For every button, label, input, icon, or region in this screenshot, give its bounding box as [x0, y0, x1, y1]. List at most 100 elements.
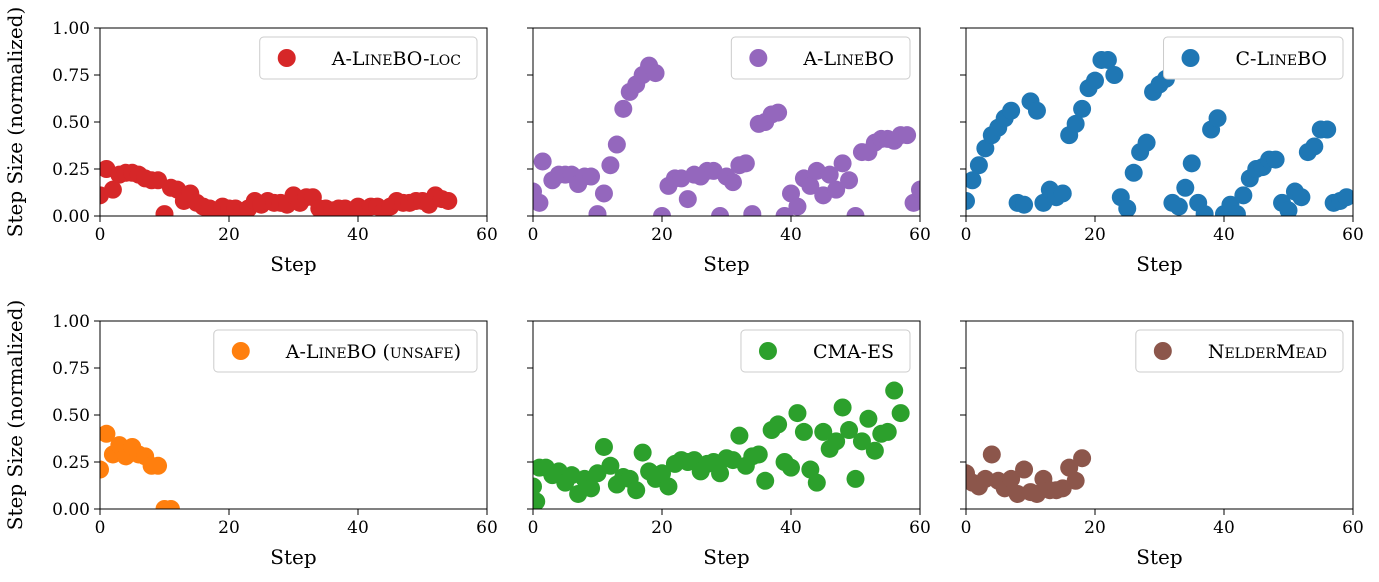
- data-point: [533, 477, 542, 496]
- legend-box: [1135, 329, 1344, 373]
- legend-marker: [758, 342, 777, 360]
- legend-label: A-LINEBO: [802, 48, 894, 70]
- data-point: [846, 469, 865, 488]
- x-tick-label: 60: [909, 518, 931, 538]
- x-tick-label: 0: [528, 518, 539, 538]
- data-point: [756, 471, 775, 490]
- data-point: [1066, 114, 1085, 133]
- legend: A-LINEBO (UNSAFE): [213, 329, 478, 373]
- y-tick-label: 0.75: [52, 66, 90, 86]
- data-point: [659, 477, 678, 496]
- data-point: [1176, 178, 1195, 197]
- data-point: [594, 184, 613, 203]
- data-point: [814, 422, 833, 441]
- legend: C-LINEBO: [1163, 36, 1344, 80]
- legend-marker: [277, 49, 296, 67]
- data-point: [982, 445, 1001, 464]
- legend-box: [213, 329, 478, 373]
- y-tick-label: 0.50: [52, 113, 90, 133]
- data-point: [1073, 99, 1092, 118]
- series-points: [100, 424, 180, 509]
- data-point: [103, 180, 122, 199]
- legend-box: [259, 36, 478, 80]
- x-tick-label: 40: [347, 225, 369, 245]
- legend: A-LINEBO: [730, 36, 911, 80]
- legend-box: [740, 329, 911, 373]
- data-point: [749, 445, 768, 464]
- x-axis-label: Step: [270, 252, 316, 276]
- data-point: [149, 456, 168, 475]
- data-point: [582, 167, 601, 186]
- x-tick-label: 0: [95, 518, 106, 538]
- data-point: [1027, 101, 1046, 120]
- data-point: [1292, 188, 1311, 207]
- x-tick-label: 60: [476, 518, 498, 538]
- data-point: [100, 424, 116, 443]
- data-point: [794, 422, 813, 441]
- legend: A-LINEBO-LOC: [259, 36, 478, 80]
- data-point: [1105, 66, 1124, 84]
- x-tick-label: 40: [1213, 518, 1235, 538]
- data-point: [885, 381, 904, 400]
- data-point: [1098, 50, 1117, 69]
- data-point: [840, 171, 859, 190]
- data-point: [711, 207, 730, 216]
- data-point: [1118, 199, 1137, 216]
- legend: CMA-ES: [740, 329, 911, 373]
- x-tick-label: 40: [347, 518, 369, 538]
- data-point: [678, 190, 697, 209]
- data-point: [833, 398, 852, 417]
- series-points: [533, 381, 910, 509]
- series-points: [966, 445, 1092, 503]
- legend-label: NELDERMEAD: [1208, 341, 1327, 363]
- legend-label: A-LINEBO-LOC: [331, 48, 461, 70]
- y-tick-label: 0.25: [52, 453, 90, 473]
- x-tick-label: 0: [95, 225, 106, 245]
- x-tick-label: 40: [1213, 225, 1235, 245]
- series-points: [966, 50, 1353, 216]
- data-point: [533, 492, 546, 509]
- data-point: [730, 426, 749, 445]
- data-point: [100, 460, 109, 479]
- data-point: [827, 180, 846, 199]
- x-axis-label: Step: [1136, 545, 1182, 569]
- data-point: [1073, 449, 1092, 468]
- subplot-6: 0 20 40 60 Step NELDERMEAD: [960, 320, 1364, 569]
- x-tick-label: 60: [1342, 518, 1364, 538]
- series-points: [533, 56, 920, 216]
- x-axis-label: Step: [1136, 252, 1182, 276]
- y-tick-label: 0.00: [52, 207, 90, 227]
- data-point: [1279, 201, 1298, 216]
- data-point: [878, 422, 897, 441]
- legend: NELDERMEAD: [1135, 329, 1344, 373]
- data-point: [1234, 186, 1253, 205]
- legend-box: [1163, 36, 1344, 80]
- data-point: [607, 135, 626, 154]
- data-point: [633, 443, 652, 462]
- data-point: [1002, 469, 1021, 488]
- x-tick-label: 0: [961, 518, 972, 538]
- data-point: [898, 126, 917, 145]
- data-point: [966, 171, 982, 190]
- x-tick-label: 60: [476, 225, 498, 245]
- data-point: [533, 152, 552, 171]
- y-tick-label: 1.00: [52, 19, 90, 39]
- x-tick-label: 20: [1084, 225, 1106, 245]
- series-points: [100, 160, 458, 216]
- data-point: [1124, 163, 1143, 182]
- data-point: [827, 432, 846, 451]
- data-point: [1086, 71, 1104, 90]
- x-tick-label: 0: [528, 225, 539, 245]
- legend-marker: [749, 49, 768, 67]
- legend-marker: [1181, 49, 1200, 67]
- data-point: [769, 103, 788, 122]
- x-tick-label: 20: [651, 225, 673, 245]
- x-axis-label: Step: [270, 545, 316, 569]
- data-point: [161, 500, 180, 509]
- subplot-1: 0 20 40 60 0.00 0.25 0.50 0.75 1.00 Step Step Size…: [3, 7, 498, 276]
- data-point: [646, 64, 665, 83]
- data-point: [1337, 188, 1353, 207]
- data-point: [1305, 137, 1324, 156]
- x-axis-label: Step: [703, 545, 749, 569]
- data-point: [594, 437, 613, 456]
